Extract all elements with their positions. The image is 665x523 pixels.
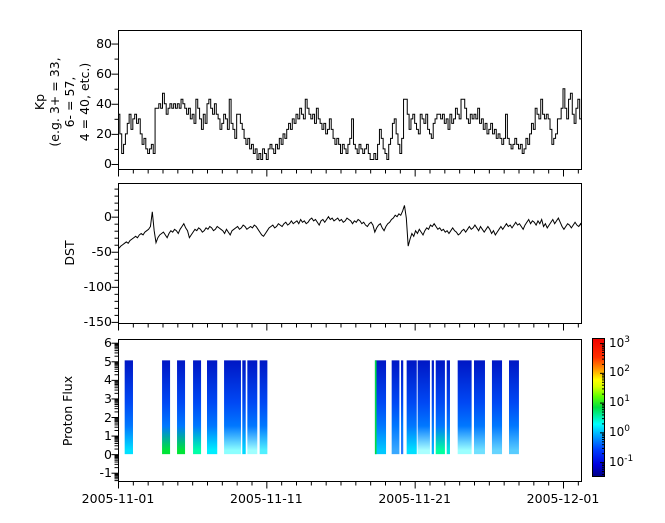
colorbar-gradient xyxy=(592,338,605,477)
flux-y-tick-label: 1 xyxy=(104,428,112,444)
flux-y-tick-label: 6 xyxy=(104,335,112,351)
proton-flux-bar xyxy=(446,360,450,455)
proton-flux-bar xyxy=(177,360,186,455)
kp-y-tick-label: 80 xyxy=(96,36,112,52)
proton-flux-bar xyxy=(162,360,171,455)
proton-flux-bar xyxy=(193,360,202,455)
dst-panel-frame xyxy=(118,183,582,324)
colorbar-tick-label: 100 xyxy=(609,423,631,439)
colorbar-tick-label: 103 xyxy=(609,334,631,350)
x-date-label: 2005-12-01 xyxy=(526,491,600,506)
proton-flux-bar xyxy=(417,360,430,455)
kp-y-tick-label: 60 xyxy=(96,66,112,82)
x-date-label: 2005-11-11 xyxy=(230,491,303,506)
proton-flux-bar xyxy=(431,360,434,455)
dst-y-tick-label: -50 xyxy=(91,244,112,260)
flux-y-tick-label: 5 xyxy=(104,353,112,369)
proton-flux-bar xyxy=(374,360,387,455)
colorbar-tick-label: 101 xyxy=(609,394,631,410)
kp-y-tick-label: 0 xyxy=(104,156,112,172)
dst-y-tick-label: -150 xyxy=(83,314,112,330)
proton-flux-bar xyxy=(242,360,246,455)
proton-flux-bar xyxy=(391,360,400,455)
flux-y-tick-label: 0 xyxy=(104,446,112,462)
proton-flux-bar xyxy=(491,360,503,455)
kp-y-tick-label: 20 xyxy=(96,126,112,142)
proton-flux-bar xyxy=(457,360,472,455)
dst-y-tick-label: -100 xyxy=(83,279,112,295)
flux-y-tick-label: 3 xyxy=(104,390,112,406)
colorbar-tick-label: 102 xyxy=(609,364,631,380)
kp-y-tick-label: 40 xyxy=(96,96,112,112)
x-date-label: 2005-11-01 xyxy=(81,491,155,506)
proton-flux-bar xyxy=(259,360,268,455)
proton-flux-bar xyxy=(406,360,417,455)
proton-flux-bar xyxy=(124,360,133,455)
kp-series-line xyxy=(118,88,582,160)
proton-flux-bar xyxy=(401,360,404,455)
flux-y-tick-label: 2 xyxy=(104,409,112,425)
proton-flux-bar xyxy=(207,360,218,455)
flux-y-tick-label: -1 xyxy=(99,465,112,481)
flux-panel-frame xyxy=(118,339,582,482)
flux-y-tick-label: 4 xyxy=(104,372,112,388)
proton-flux-bar xyxy=(247,360,258,455)
x-date-label: 2005-11-21 xyxy=(378,491,451,506)
colorbar-tick-label: 10-1 xyxy=(609,453,634,469)
proton-flux-bar xyxy=(224,360,241,455)
proton-flux-bar xyxy=(435,360,445,455)
proton-flux-bar xyxy=(509,360,519,455)
proton-flux-bar xyxy=(474,360,485,455)
dst-series-line xyxy=(118,205,582,249)
proton-flux-bar-edge xyxy=(374,360,377,455)
dst-y-tick-label: 0 xyxy=(104,209,112,225)
